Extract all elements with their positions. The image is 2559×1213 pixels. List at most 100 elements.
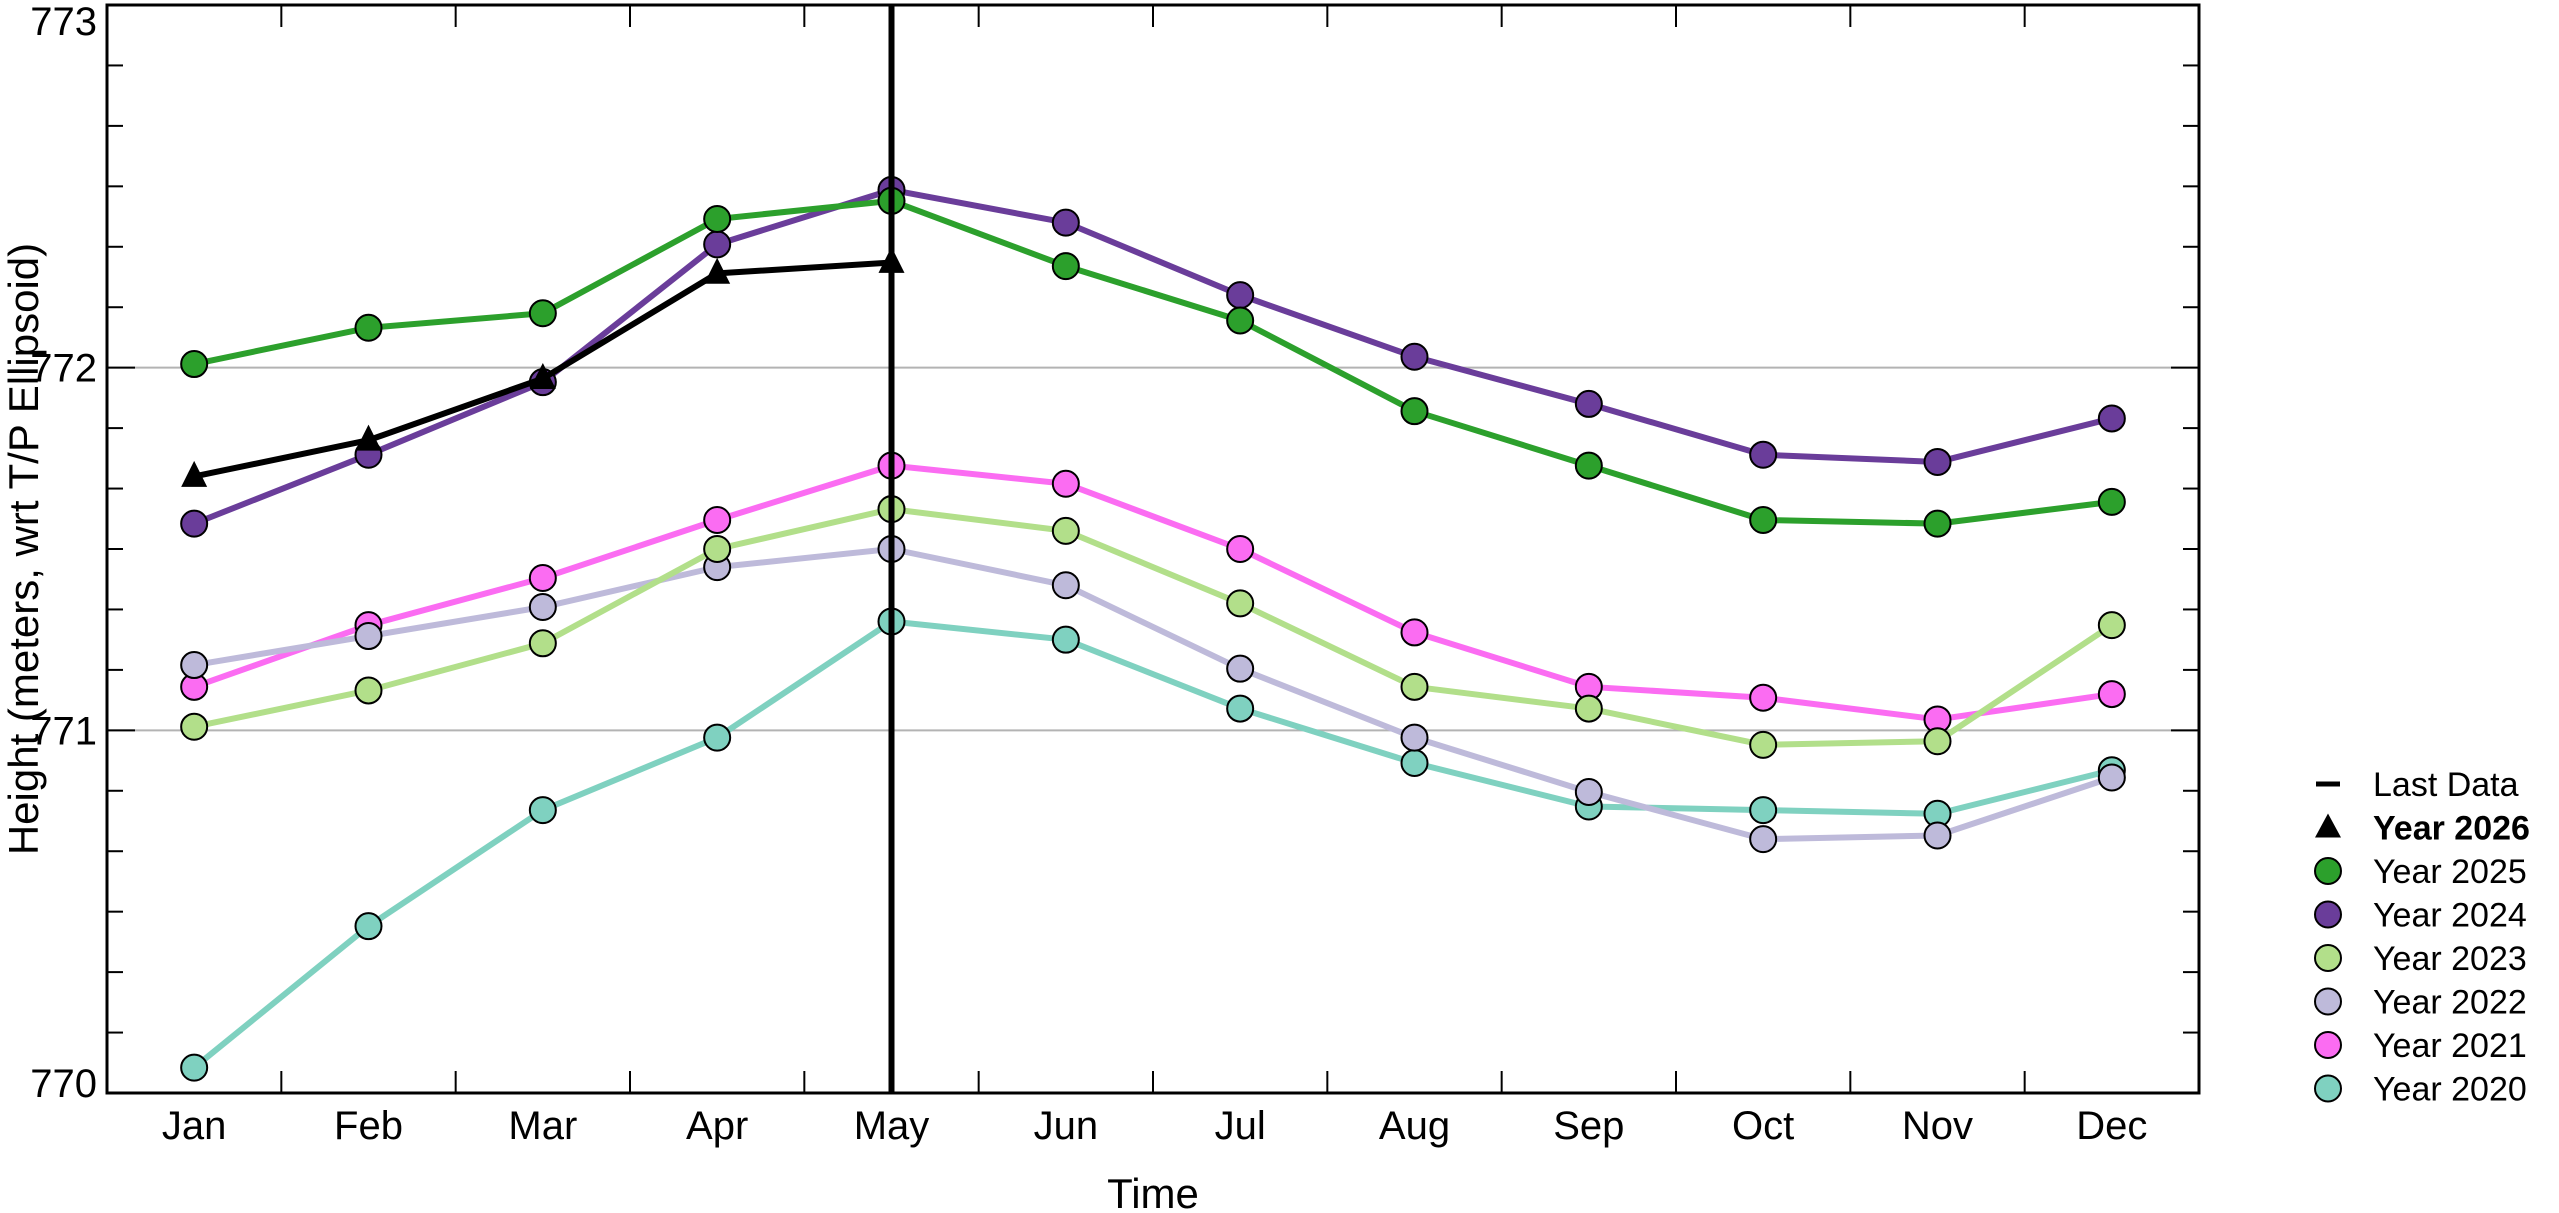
data-point <box>528 796 557 825</box>
data-point <box>1749 825 1778 854</box>
data-point <box>703 230 732 259</box>
data-point <box>1923 727 1952 756</box>
data-point <box>1749 796 1778 825</box>
data-point <box>1749 440 1778 469</box>
data-point <box>1574 777 1603 806</box>
legend-label: Year 2026 <box>2373 810 2530 848</box>
data-point <box>1226 589 1255 618</box>
data-point <box>180 350 209 379</box>
x-tick-label: Dec <box>2076 1104 2147 1148</box>
data-point <box>2097 763 2126 792</box>
data-point <box>703 723 732 752</box>
data-point <box>528 629 557 658</box>
legend-swatch <box>2314 900 2342 929</box>
data-point <box>703 204 732 233</box>
x-tick-label: Jul <box>1215 1104 1266 1148</box>
legend-swatch <box>2315 813 2341 838</box>
series-year-2023 <box>180 495 2126 759</box>
legend-label: Year 2024 <box>2373 897 2527 935</box>
data-point <box>1051 208 1080 237</box>
legend-label: Year 2021 <box>2373 1027 2527 1065</box>
series-line <box>193 546 2113 843</box>
y-tick-label: 772 <box>30 347 97 391</box>
data-point <box>1574 451 1603 480</box>
data-point <box>1400 748 1429 777</box>
series-line <box>193 186 2113 527</box>
data-point <box>703 505 732 534</box>
data-point <box>354 313 383 342</box>
series-layer <box>180 175 2126 1082</box>
data-point <box>1400 672 1429 701</box>
data-point <box>2097 611 2126 640</box>
data-point <box>180 509 209 538</box>
y-tick-label: 773 <box>30 0 97 44</box>
x-tick-label: Oct <box>1732 1104 1794 1148</box>
series-year-2024 <box>180 175 2126 538</box>
data-point <box>1226 281 1255 310</box>
data-point <box>1923 509 1952 538</box>
data-point <box>1226 535 1255 563</box>
series-line <box>193 462 2113 723</box>
data-point <box>181 460 208 487</box>
data-point <box>180 1053 209 1082</box>
legend-label: Year 2020 <box>2373 1071 2527 1109</box>
plot-frame <box>105 3 2201 1095</box>
data-point <box>529 362 556 389</box>
data-point <box>354 676 383 705</box>
series-line <box>193 197 2113 527</box>
legend-label: Year 2025 <box>2373 853 2527 891</box>
data-point <box>354 912 383 941</box>
series-year-2022 <box>180 535 2126 854</box>
data-point <box>1400 723 1429 752</box>
data-point <box>1051 516 1080 545</box>
data-point <box>1749 505 1778 534</box>
data-point <box>1749 730 1778 759</box>
y-axis-title: Height (meters, wrt T/P Ellipsoid) <box>0 243 47 855</box>
x-tick-label: Sep <box>1553 1104 1624 1148</box>
series-year-2021 <box>180 451 2126 734</box>
data-point <box>354 622 383 651</box>
y-tick-label: 771 <box>30 709 97 753</box>
legend-swatch <box>2314 1031 2342 1059</box>
x-tick-label: Aug <box>1379 1104 1450 1148</box>
data-point <box>1400 618 1429 647</box>
x-tick-label: Jun <box>1034 1104 1099 1148</box>
data-point <box>1226 306 1255 335</box>
data-point <box>1574 389 1603 418</box>
data-point <box>704 257 731 284</box>
data-point <box>1923 447 1952 476</box>
data-point <box>1226 694 1255 723</box>
legend-label: Year 2023 <box>2373 940 2527 978</box>
data-point <box>180 712 209 741</box>
x-tick-label: May <box>854 1104 930 1148</box>
x-tick-label: Nov <box>1902 1104 1973 1148</box>
x-tick-label: Jan <box>162 1104 227 1148</box>
data-point <box>1749 683 1778 712</box>
data-point <box>2097 680 2126 709</box>
legend-swatch <box>2314 857 2342 885</box>
y-tick-label: 770 <box>30 1062 97 1106</box>
data-point <box>528 299 557 328</box>
legend: Last Data Year 2026 Year 2025 Year 2024 Year… <box>2314 766 2530 1109</box>
legend-label: Year 2022 <box>2373 984 2527 1022</box>
data-point <box>1574 694 1603 723</box>
ticks-layer <box>107 3 2199 1094</box>
x-tick-label: Feb <box>334 1104 403 1148</box>
x-tick-labels: Jan Feb Mar Apr May Jun Jul Aug Sep Oct Nov Dec <box>162 1104 2147 1148</box>
legend-label: Last Data <box>2373 766 2519 804</box>
y-tick-labels: 770 771 772 773 <box>30 0 97 1106</box>
series-line <box>192 618 2113 1070</box>
series-year-2020 <box>180 607 2126 1082</box>
data-point <box>355 424 382 451</box>
data-point <box>528 564 557 593</box>
data-point <box>180 651 209 680</box>
data-point <box>703 535 732 563</box>
grid-layer <box>107 366 2199 732</box>
data-point <box>1051 252 1080 281</box>
data-point <box>1400 397 1429 426</box>
legend-swatch <box>2314 987 2342 1016</box>
series-line <box>193 506 2114 748</box>
data-point <box>1400 342 1429 371</box>
series-year-2025 <box>180 186 2126 538</box>
